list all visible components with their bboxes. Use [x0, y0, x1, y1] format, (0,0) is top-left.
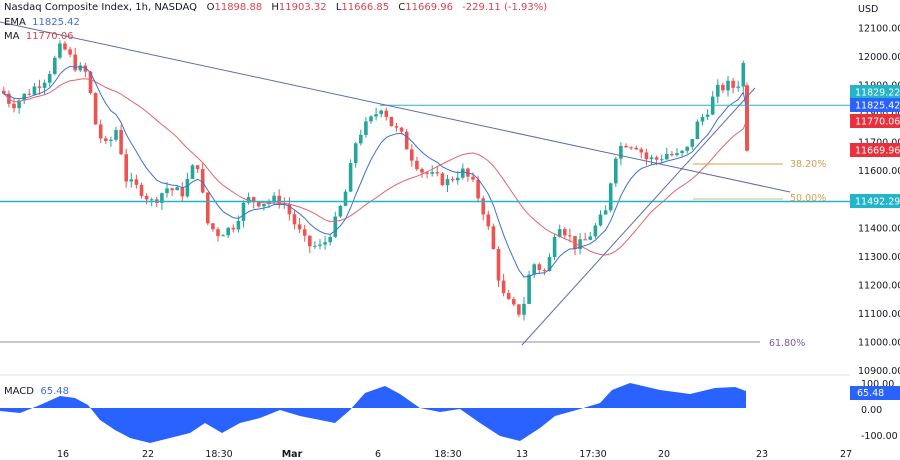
macd-tick: -100.00: [861, 431, 898, 442]
time-tick: 18:30: [434, 449, 461, 460]
price-tag: [850, 194, 900, 208]
ema-line[interactable]: [3, 65, 747, 278]
price-tick: 11100.00: [858, 309, 900, 320]
price-tag: [850, 98, 900, 112]
time-tick: 13: [516, 449, 528, 460]
price-tag-text: 11829.22: [855, 88, 900, 99]
ema-value: 11825.42: [32, 17, 80, 28]
symbol-legend: Nasdaq Composite Index, 1h, NASDAQ O1189…: [4, 2, 553, 14]
price-tick: 11200.00: [858, 280, 900, 291]
time-tick: Mar: [282, 449, 303, 460]
price-tag-text: 11492.29: [855, 197, 900, 208]
close-value: 11669.96: [405, 2, 453, 13]
price-tick: 11400.00: [858, 223, 900, 234]
fib-label: 50.00%: [790, 193, 826, 204]
ma-line[interactable]: [3, 78, 747, 256]
time-tick: 16: [57, 449, 69, 460]
time-tick: 6: [375, 449, 381, 460]
ma-value: 11770.06: [25, 31, 74, 42]
change-value: -229.11 (-1.93%): [462, 2, 548, 13]
high-label: H: [271, 2, 279, 13]
ma-label: MA: [4, 31, 20, 42]
price-tick: 12000.00: [858, 52, 900, 63]
symbol-title: Nasdaq Composite Index, 1h, NASDAQ: [4, 2, 198, 13]
macd-tag-text: 65.48: [857, 388, 884, 399]
low-value: 11666.85: [341, 2, 390, 13]
price-tag: [850, 143, 900, 157]
price-tag: [850, 114, 900, 128]
time-tick: 27: [840, 449, 852, 460]
ma-legend[interactable]: MA 11770.06: [4, 31, 80, 43]
currency-label: USD: [858, 4, 878, 15]
ema-label: EMA: [4, 17, 26, 28]
macd-legend[interactable]: MACD 65.48: [4, 386, 69, 398]
price-tick: 10900.00: [858, 366, 900, 377]
time-tick: 17:30: [579, 449, 606, 460]
last-candle[interactable]: [745, 85, 749, 151]
macd-tag: [850, 386, 900, 400]
ema-legend[interactable]: EMA 11825.42: [4, 17, 80, 29]
low-label: L: [335, 2, 342, 13]
price-tag-text: 11669.96: [855, 146, 900, 157]
macd-tick: 100.00: [861, 379, 894, 390]
price-tag-text: 11770.06: [855, 117, 900, 128]
time-tick: 18:30: [205, 449, 232, 460]
time-tick: 23: [756, 449, 768, 460]
descending-trendline[interactable]: [0, 21, 791, 193]
price-tick: 12100.00: [858, 23, 900, 34]
fib-label: 38.20%: [790, 159, 826, 170]
macd-label: MACD: [4, 386, 34, 397]
macd-tick: 0.00: [861, 405, 882, 416]
high-value: 11903.32: [278, 2, 327, 13]
macd-value: 65.48: [40, 386, 69, 397]
price-tick: 11000.00: [858, 338, 900, 349]
close-label: C: [398, 2, 406, 13]
price-tick: 11600.00: [858, 166, 900, 177]
candles: [2, 40, 746, 321]
price-tick: 11300.00: [858, 252, 900, 263]
macd-area[interactable]: [0, 383, 746, 443]
time-tick: 22: [142, 449, 154, 460]
open-value: 11898.88: [214, 2, 263, 13]
price-tag-text: 11825.42: [855, 101, 900, 112]
open-label: O: [206, 2, 215, 13]
price-tag: [850, 85, 900, 99]
ascending-trendline[interactable]: [521, 87, 756, 346]
time-tick: 20: [658, 449, 670, 460]
fib-label: 61.80%: [769, 338, 805, 349]
